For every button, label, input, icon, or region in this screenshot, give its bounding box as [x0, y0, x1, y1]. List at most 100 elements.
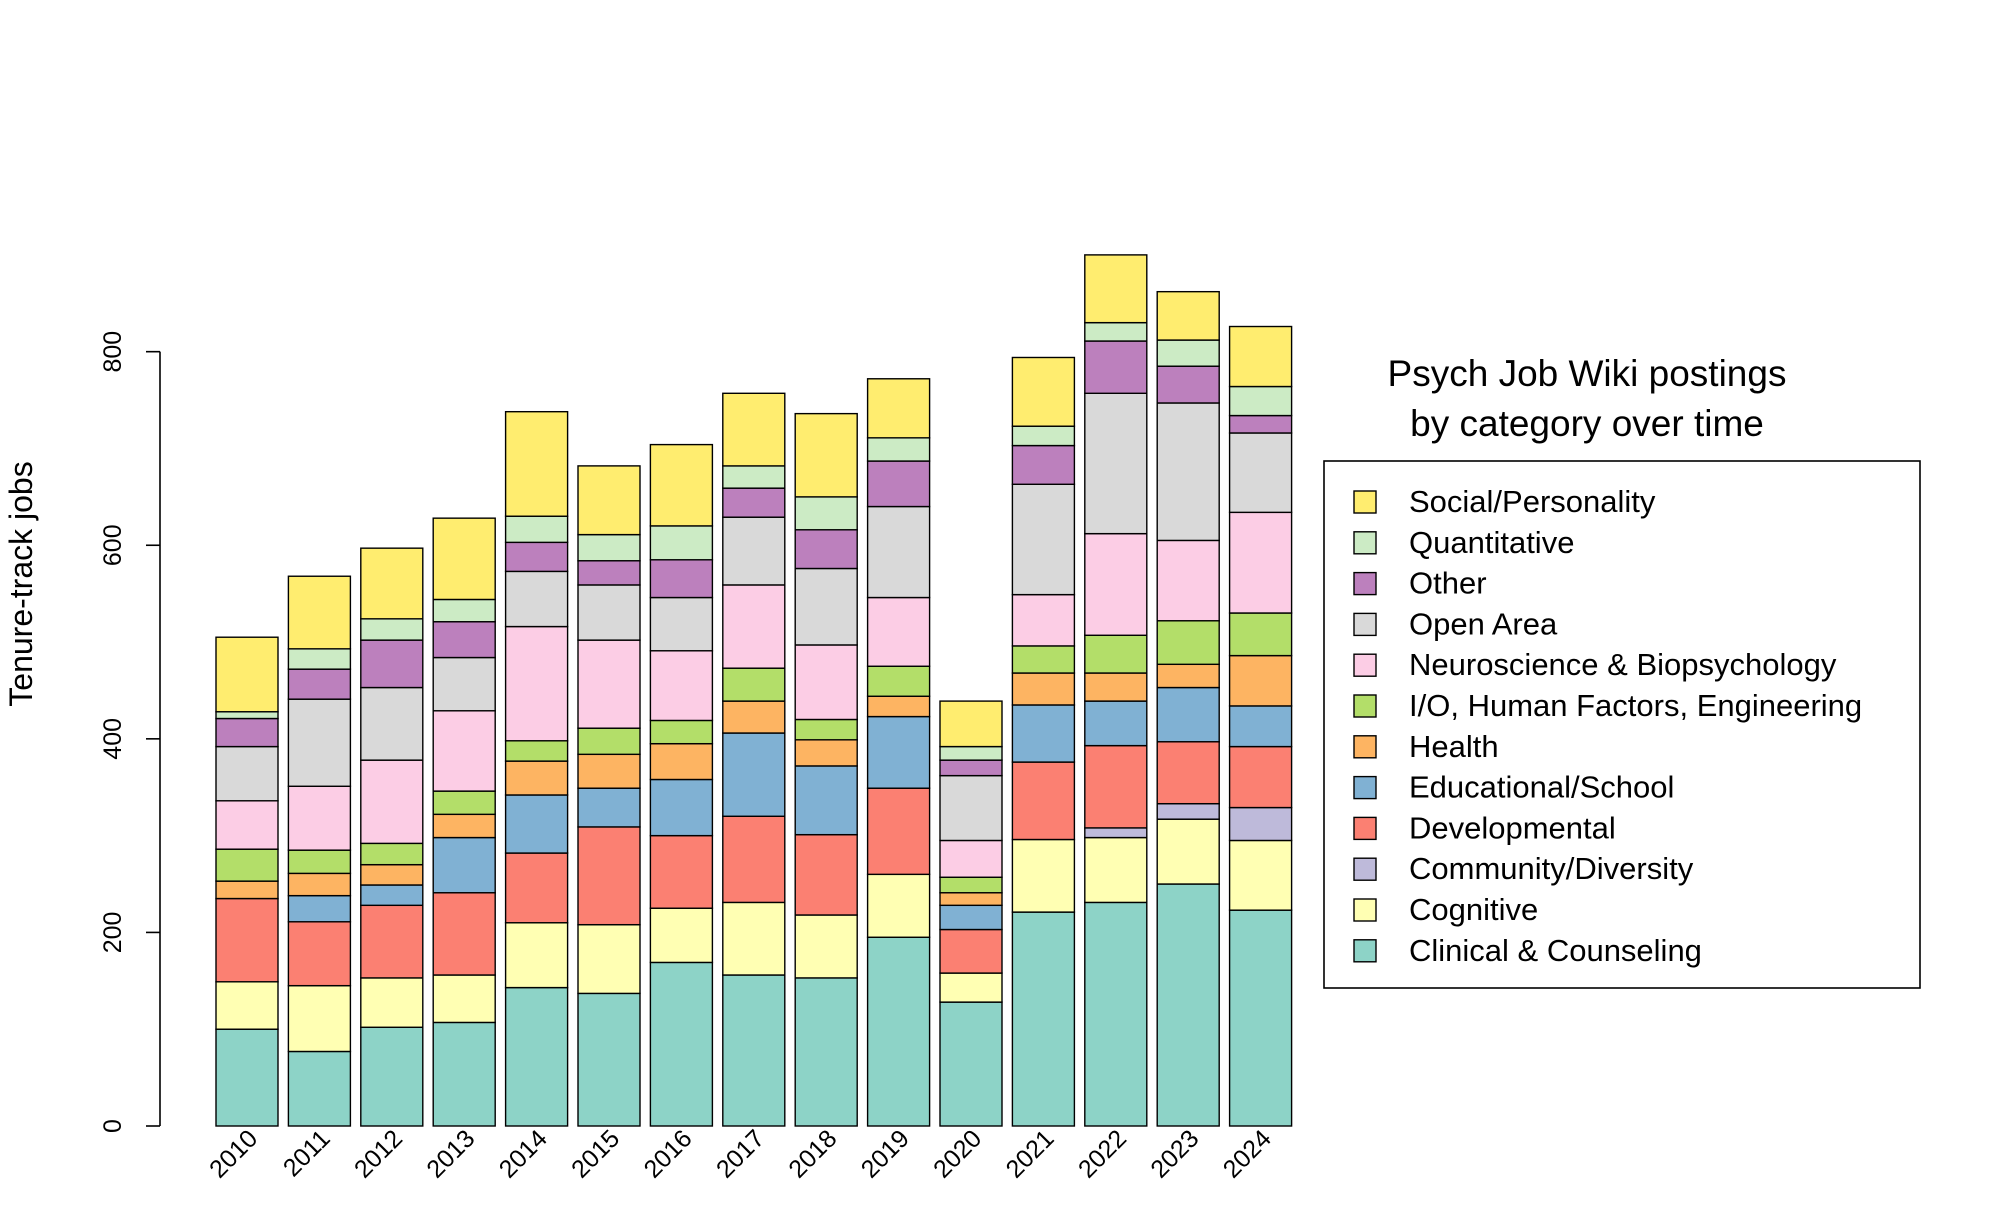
bar-segment [794, 833, 858, 916]
legend-swatch [1353, 857, 1377, 881]
bar-segment [1156, 339, 1220, 367]
bar-segment [504, 986, 569, 1127]
bar-segment [215, 848, 279, 882]
bar-segment [577, 584, 641, 641]
bar-segment [1084, 532, 1148, 636]
bar-segment [1084, 340, 1148, 394]
bar-segment [1228, 705, 1293, 748]
legend-label: Educational/School [1409, 770, 1674, 805]
bar-segment [939, 759, 1003, 777]
bar-segment [432, 892, 496, 976]
x-tick-label: 2014 [494, 1124, 553, 1183]
x-tick-label: 2021 [1001, 1124, 1060, 1183]
bar-segment [1084, 254, 1148, 324]
x-tick-label: 2011 [278, 1124, 336, 1182]
legend-swatch [1353, 939, 1377, 963]
bar-segment [1011, 645, 1076, 674]
y-tick-label: 400 [99, 718, 127, 760]
bar-segment [1228, 432, 1293, 514]
bar-segment [577, 560, 641, 586]
bar-segment [649, 961, 714, 1127]
bar-segment [939, 892, 1003, 907]
legend-label: Cognitive [1409, 892, 1538, 927]
legend-label: I/O, Human Factors, Engineering [1409, 688, 1862, 723]
bar-segment [939, 876, 1003, 894]
bar-segment [1156, 883, 1220, 1127]
bar-segment [866, 437, 931, 462]
bar-segment [722, 732, 786, 817]
bar-segment [360, 977, 424, 1028]
bar-segment [1156, 365, 1220, 404]
legend-swatch [1353, 775, 1377, 800]
bar-segment [1228, 654, 1293, 707]
bar-segment [1011, 483, 1076, 596]
bar-segment [360, 759, 424, 845]
bar-segment [432, 836, 496, 894]
bar-segment [1228, 511, 1293, 614]
bar-segment [1011, 425, 1076, 447]
bar-segment [649, 834, 714, 909]
bar-segment [432, 710, 496, 792]
bar-segment [1084, 827, 1148, 839]
bar-segment [577, 727, 641, 756]
legend-swatch [1353, 571, 1377, 596]
bar-segment [939, 774, 1003, 842]
bar-segment [866, 873, 931, 938]
bars [215, 254, 1293, 1127]
bar-segment [649, 559, 714, 599]
bar-segment [215, 880, 279, 900]
bar-segment [432, 517, 496, 601]
bar-segment [215, 636, 279, 713]
bar-segment [1156, 290, 1220, 341]
bar-segment [287, 785, 352, 851]
bar-segment [722, 901, 786, 976]
legend-title: by category over time [1410, 403, 1764, 444]
bar-segment [794, 567, 858, 646]
bar-segment [504, 541, 569, 573]
bar-segment [504, 410, 569, 517]
bar-segment [939, 745, 1003, 761]
bar-segment [649, 742, 714, 781]
bar-segment [722, 584, 786, 669]
x-tick-label: 2010 [204, 1124, 263, 1183]
bar-segment [215, 745, 279, 802]
bar-segment [215, 711, 279, 720]
bar-segment [722, 815, 786, 904]
bar-segment [649, 525, 714, 561]
legend-box [1323, 460, 1921, 989]
bar-segment [215, 897, 279, 983]
bar-segment [939, 904, 1003, 931]
bar-segment [1228, 385, 1293, 417]
legend-label: Social/Personality [1409, 484, 1656, 519]
bar-segment [577, 533, 641, 562]
bar-segment [1228, 839, 1293, 911]
bar-segment [215, 717, 279, 748]
bar-segment [866, 695, 931, 718]
legend-swatch [1353, 694, 1377, 718]
x-tick-label: 2017 [711, 1124, 770, 1183]
bar-segment [360, 618, 424, 641]
bar-segment [504, 794, 569, 854]
bar-segment [432, 656, 496, 712]
bar-segment [722, 700, 786, 734]
bar-segment [794, 529, 858, 570]
bar-segment [360, 884, 424, 907]
bar-segment [722, 465, 786, 489]
bar-segment [1156, 620, 1220, 666]
bar-segment [360, 904, 424, 979]
bar-segment [794, 765, 858, 836]
legend-swatch [1353, 612, 1377, 637]
bar-segment [1084, 392, 1148, 535]
legend-swatch [1353, 735, 1377, 759]
legend-label: Quantitative [1409, 525, 1574, 560]
bar-segment [287, 698, 352, 787]
bar-segment [287, 668, 352, 700]
bar-segment [1156, 539, 1220, 622]
bar-segment [1011, 444, 1076, 485]
bar-segment [432, 621, 496, 659]
bar-segment [794, 914, 858, 979]
bar-segment [577, 753, 641, 789]
bar-segment [939, 839, 1003, 878]
bar-segment [1228, 325, 1293, 388]
